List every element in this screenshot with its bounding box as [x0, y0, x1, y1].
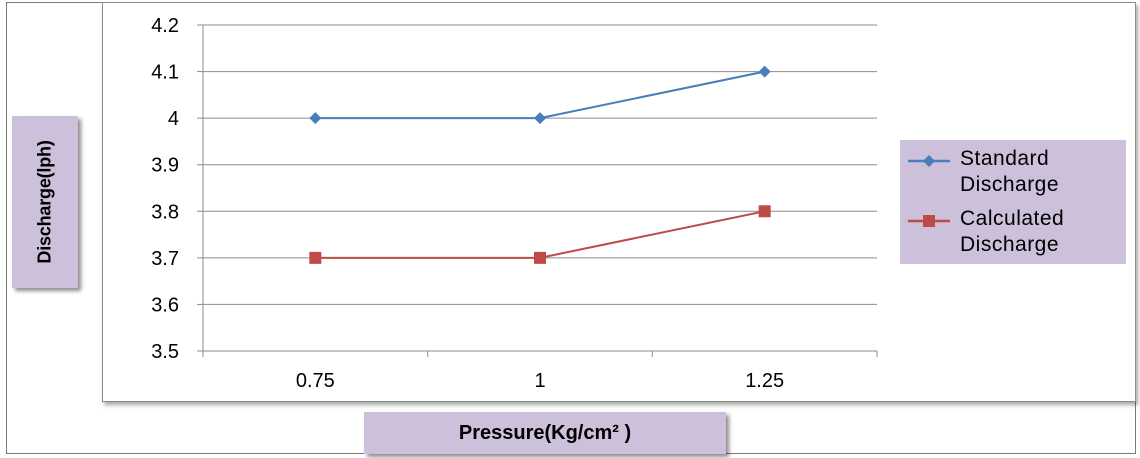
legend-swatch-square-icon: [908, 215, 950, 227]
y-tick-label: 4.2: [151, 15, 179, 37]
y-tick-label: 3.7: [151, 248, 179, 270]
series-line: [315, 210, 765, 259]
y-tick-label: 3.5: [151, 341, 179, 363]
x-tick-label: 1: [534, 370, 545, 392]
legend-label: Calculated Discharge: [960, 207, 1065, 256]
series-line: [315, 70, 765, 120]
x-tick-label: 0.75: [296, 370, 335, 392]
legend-item-calculated-discharge: Calculated Discharge: [906, 206, 1126, 258]
y-axis-title: Discharge(lph): [34, 140, 55, 264]
data-point-diamond: [309, 112, 322, 125]
data-point-diamond: [758, 65, 771, 78]
x-tick-label: 1.25: [745, 370, 784, 392]
data-point-square: [758, 205, 771, 218]
chart-legend: Standard Discharge Calculated Discharge: [900, 140, 1126, 264]
data-series: [309, 65, 771, 264]
y-tick-label: 3.9: [151, 155, 179, 177]
x-tick-labels: 0.75 1 1.25: [296, 370, 784, 392]
y-tick-label: 4.1: [151, 62, 179, 84]
y-tick-label: 4: [168, 108, 179, 130]
data-point-diamond: [534, 112, 546, 125]
legend-swatch-diamond-icon: [908, 155, 950, 167]
data-point-square: [534, 251, 546, 264]
x-axis-title: Pressure(Kg/cm² ): [364, 412, 726, 454]
data-point-square: [309, 251, 322, 264]
y-tick-label: 3.8: [151, 201, 179, 223]
y-axis-title-box: [12, 116, 78, 288]
y-tick-label: 3.6: [151, 294, 179, 316]
legend-label: Standard Discharge: [960, 147, 1060, 196]
y-tick-labels: 3.5 3.6 3.7 3.8 3.9 4 4.1 4.2: [151, 15, 179, 363]
legend-item-standard-discharge: Standard Discharge: [906, 146, 1126, 198]
axes: [197, 24, 878, 357]
